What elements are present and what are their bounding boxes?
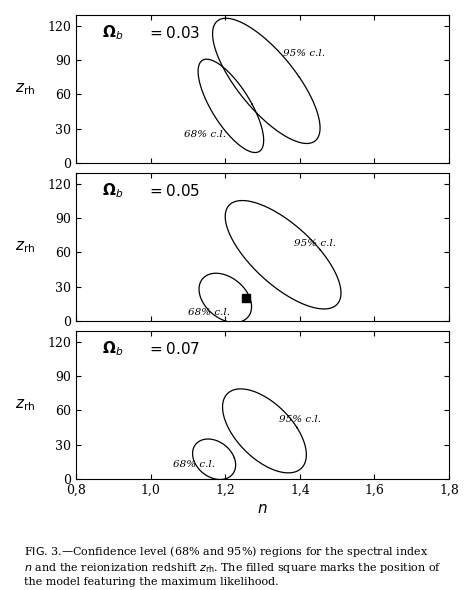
Text: F$\mathrm{IG}$. 3.—Confidence level (68% and 95%) regions for the spectral index: F$\mathrm{IG}$. 3.—Confidence level (68%… xyxy=(24,545,441,587)
Text: 68% c.l.: 68% c.l. xyxy=(188,308,229,317)
Text: 95% c.l.: 95% c.l. xyxy=(283,49,325,58)
Y-axis label: $z_{\rm rh}$: $z_{\rm rh}$ xyxy=(15,397,36,412)
X-axis label: $n$: $n$ xyxy=(257,502,268,516)
Text: 95% c.l.: 95% c.l. xyxy=(294,239,336,248)
Y-axis label: $z_{\rm rh}$: $z_{\rm rh}$ xyxy=(15,81,36,97)
Text: $= 0.05$: $= 0.05$ xyxy=(147,183,201,199)
Text: 68% c.l.: 68% c.l. xyxy=(173,460,215,470)
Y-axis label: $z_{\rm rh}$: $z_{\rm rh}$ xyxy=(15,239,36,255)
Text: $= 0.07$: $= 0.07$ xyxy=(147,340,201,357)
Text: 68% c.l.: 68% c.l. xyxy=(184,130,226,139)
Text: $\mathbf{\Omega}_b$: $\mathbf{\Omega}_b$ xyxy=(102,24,124,42)
Text: $\mathbf{\Omega}_b$: $\mathbf{\Omega}_b$ xyxy=(102,340,124,358)
Text: $\mathbf{\Omega}_b$: $\mathbf{\Omega}_b$ xyxy=(102,182,124,201)
Text: 95% c.l.: 95% c.l. xyxy=(279,415,321,424)
Text: $= 0.03$: $= 0.03$ xyxy=(147,25,201,41)
